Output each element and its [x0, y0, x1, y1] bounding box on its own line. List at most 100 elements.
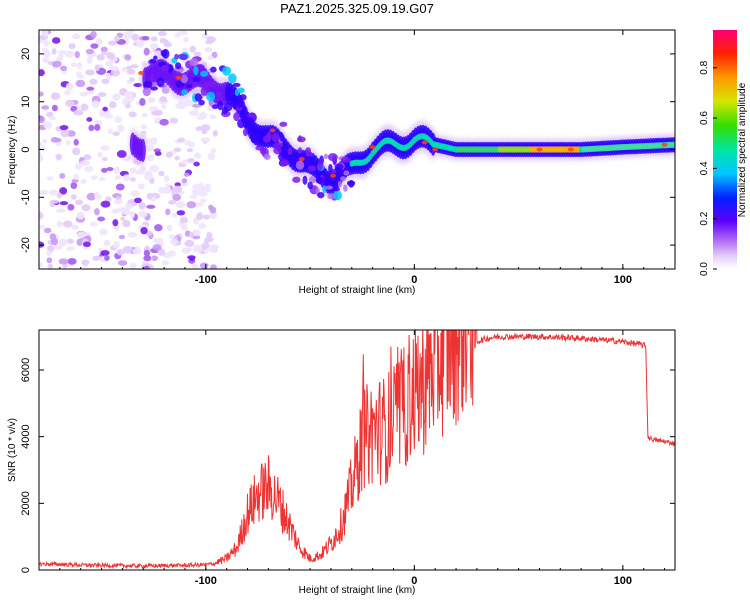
spectral-blob	[200, 70, 209, 77]
spectral-blob	[335, 167, 342, 173]
spectral-blob	[266, 131, 272, 142]
spectral-blob	[205, 39, 213, 45]
spectral-blob	[204, 237, 211, 244]
spectral-blob	[171, 212, 178, 218]
spectral-blob	[100, 200, 111, 208]
spectral-blob	[104, 255, 110, 261]
spectral-hotspot	[138, 71, 145, 76]
spectral-blob	[292, 176, 301, 183]
spectral-blob	[94, 123, 101, 131]
spectral-blob	[302, 175, 308, 185]
spectral-blob	[64, 90, 71, 96]
spectral-blob	[192, 187, 198, 196]
snr-y-label: SNR (10 * v/v)	[7, 418, 18, 482]
spectral-blob	[124, 90, 134, 99]
spectral-blob	[50, 92, 61, 100]
spectral-blob	[168, 234, 176, 239]
x-tick-label: 0	[411, 575, 417, 587]
spectral-blob	[72, 33, 81, 40]
spectral-blob	[76, 231, 86, 239]
spectral-blob	[114, 199, 123, 205]
spectral-blob	[181, 222, 188, 229]
spectral-blob	[85, 69, 95, 76]
spectral-blob	[67, 203, 75, 211]
spectral-blob	[122, 174, 131, 182]
spectral-blob	[126, 68, 136, 75]
spectral-blob	[210, 81, 219, 88]
spectral-blob	[308, 176, 317, 184]
spectral-blob	[183, 172, 190, 177]
spectral-blob	[134, 197, 142, 204]
spectral-blob	[41, 105, 50, 110]
spectral-blob	[323, 153, 328, 160]
spectral-blob	[101, 167, 108, 173]
spectral-blob	[86, 192, 97, 201]
spectral-blob	[106, 51, 113, 59]
spectral-blob	[273, 142, 284, 148]
spectral-blob	[115, 183, 125, 191]
spectral-blob	[94, 208, 100, 216]
spectral-blob	[46, 257, 53, 264]
spectral-blob	[74, 162, 82, 170]
spectral-blob	[56, 220, 63, 228]
spectral-blob	[153, 55, 158, 60]
spectral-core	[139, 138, 146, 162]
spectral-blob	[136, 39, 145, 48]
spectral-blob	[90, 175, 98, 180]
spectral-blob	[163, 175, 170, 182]
spectral-blob	[94, 191, 100, 199]
spectral-blob	[137, 183, 145, 190]
spectral-blob	[146, 154, 155, 162]
spectral-blob	[59, 201, 69, 206]
spectral-blob	[146, 192, 153, 200]
spectral-blob	[154, 224, 163, 232]
spectral-blob	[70, 194, 77, 200]
spectral-blob	[142, 87, 151, 97]
x-tick-label: -100	[195, 575, 217, 587]
spectral-hotspot	[369, 145, 376, 150]
spectral-blob	[129, 262, 137, 269]
spectral-blob	[181, 178, 188, 184]
spectral-blob	[327, 193, 335, 200]
spectrogram-data	[39, 30, 675, 269]
spectral-blob	[80, 179, 87, 185]
spectral-blob	[140, 226, 148, 235]
spectral-blob	[208, 204, 214, 211]
spectral-blob	[149, 42, 159, 50]
spectral-blob	[85, 48, 95, 55]
spectral-blob	[51, 37, 61, 44]
spectral-blob	[70, 62, 78, 68]
spectral-blob	[207, 55, 214, 60]
colorbar-tick-label: 0.0	[699, 262, 710, 276]
spectral-blob	[172, 193, 182, 201]
spectral-blob	[106, 167, 114, 172]
spectral-blob	[143, 47, 150, 56]
spectral-blob	[280, 148, 287, 156]
spectral-blob	[340, 156, 351, 163]
spectral-blob	[186, 158, 195, 163]
spectral-blob	[39, 69, 45, 77]
spectral-blob	[161, 48, 170, 59]
spectral-blob	[221, 66, 232, 76]
spectral-blob	[51, 104, 58, 112]
spectral-blob	[150, 111, 160, 116]
spectral-blob	[109, 65, 119, 71]
spectral-blob	[51, 48, 57, 55]
spectral-blob	[159, 118, 169, 126]
spectral-blob	[186, 148, 194, 153]
spectral-blob	[97, 92, 107, 98]
spectral-blob	[143, 255, 152, 262]
spectral-blob	[233, 112, 240, 122]
spectral-blob	[279, 121, 288, 127]
colorbar-tick-label: 0.2	[699, 211, 710, 225]
spectral-blob	[297, 135, 302, 142]
spectral-blob	[122, 31, 133, 37]
spectral-blob	[210, 147, 217, 154]
spectral-blob	[121, 66, 127, 72]
spectral-blob	[174, 182, 182, 187]
spectral-blob	[131, 33, 140, 41]
spectral-blob	[143, 138, 153, 144]
spectral-blob	[175, 62, 182, 70]
